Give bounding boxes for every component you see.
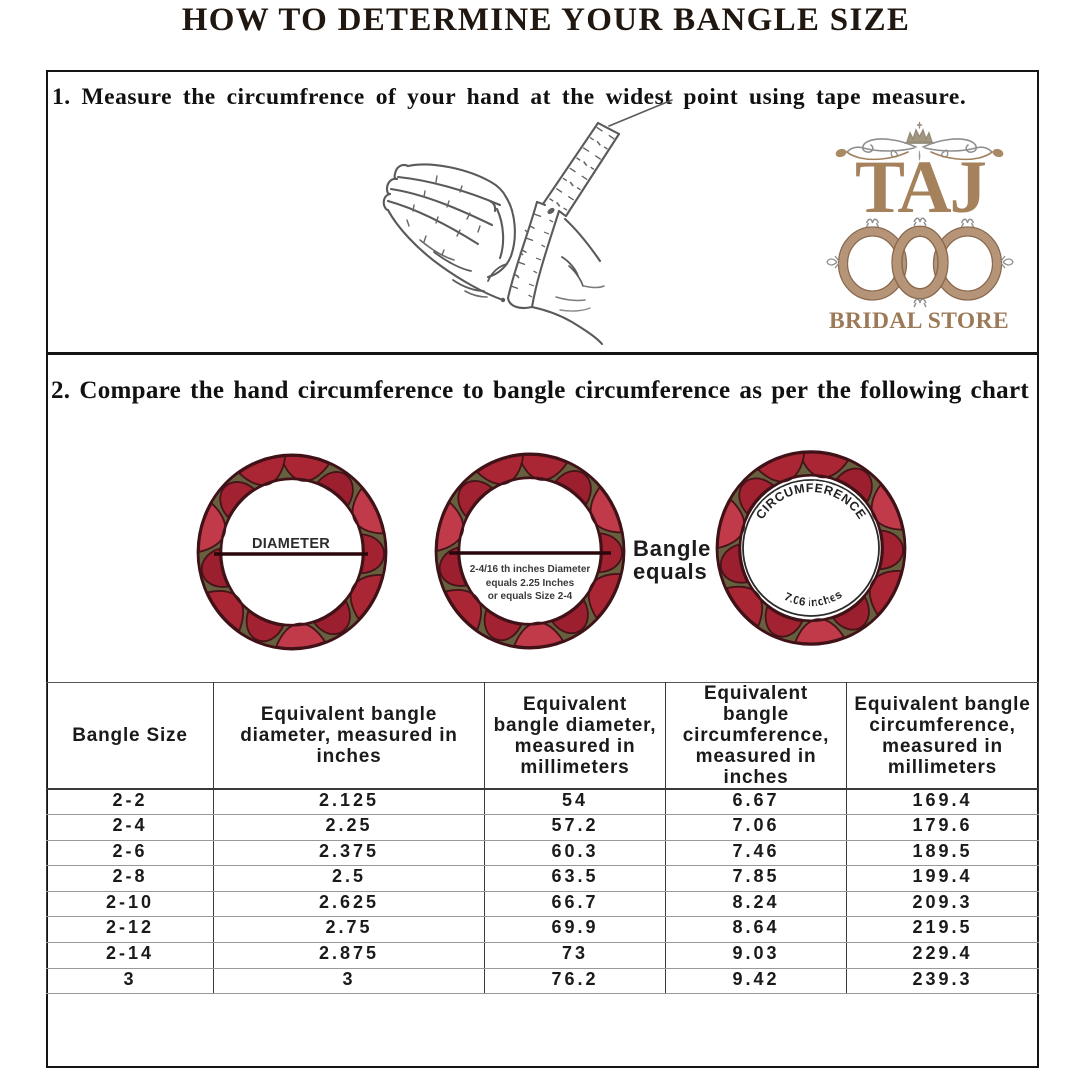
svg-text:or equals Size 2-4: or equals Size 2-4 [488, 591, 573, 602]
svg-text:equals 2.25 Inches: equals 2.25 Inches [486, 578, 575, 589]
svg-text:7.06 inches: 7.06 inches [782, 589, 844, 609]
svg-text:2-4/16 th inches Diameter: 2-4/16 th inches Diameter [470, 564, 591, 575]
svg-text:DIAMETER: DIAMETER [252, 536, 330, 552]
